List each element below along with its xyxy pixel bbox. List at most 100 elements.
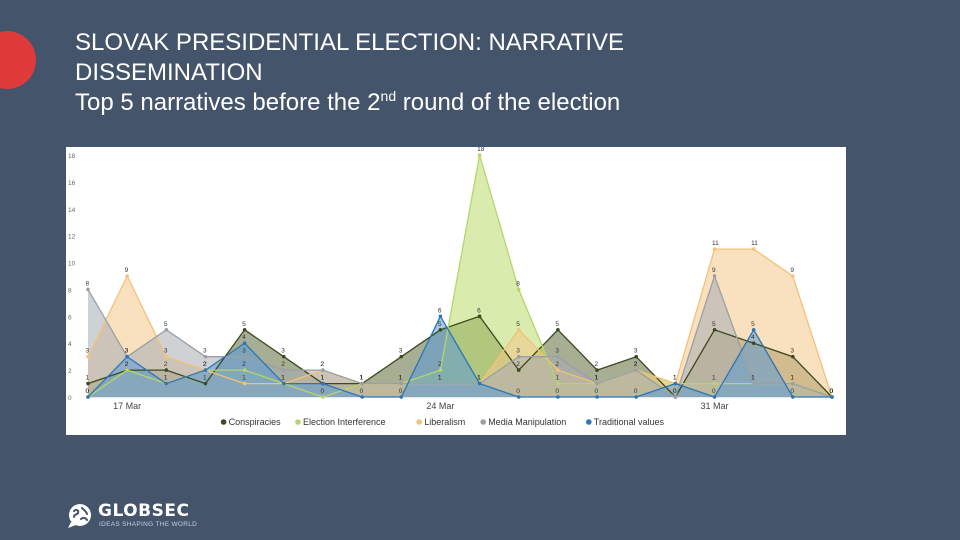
data-point [791,274,795,278]
data-point [321,381,325,386]
data-label: 2 [516,361,520,368]
data-point [634,395,639,399]
data-label: 1 [281,375,285,382]
legend-marker-3 [480,419,487,425]
data-point [751,247,756,251]
data-point [281,368,286,372]
data-label: 8 [86,280,90,287]
y-tick-label: 12 [68,234,76,241]
data-label: 2 [595,361,599,368]
series-line-1 [87,154,833,398]
data-label: 0 [673,388,677,395]
data-point [438,368,443,372]
data-point [203,381,208,386]
data-label: 1 [751,375,755,382]
data-label: 3 [164,348,168,355]
legend-label-0: Conspiracies [229,417,282,427]
logo-name: GLOBSEC [98,501,190,521]
data-point [242,368,247,372]
data-point [556,381,560,386]
data-label: 1 [360,375,364,382]
data-label: 1 [477,375,481,382]
data-point [281,381,286,386]
data-label: 0 [673,388,677,395]
data-label: 1 [399,375,403,382]
data-point [516,368,521,372]
slide-title: SLOVAK PRESIDENTIAL ELECTION: NARRATIVE … [75,28,875,118]
x-tick-label: 31 Mar [701,401,729,411]
data-label: 2 [634,361,638,368]
logo-tagline: IDEAS SHAPING THE WORLD [99,521,198,528]
data-label: 11 [712,240,719,247]
data-label: 3 [790,348,794,355]
data-label: 1 [203,375,207,382]
title-line-2: DISSEMINATION [75,59,263,86]
data-point [791,395,795,399]
data-label: 2 [242,361,246,368]
data-label: 0 [86,388,90,395]
legend-label-4: Traditional values [594,417,665,427]
data-label: 3 [242,348,246,355]
data-point [321,368,325,372]
title-line-3: Top 5 narratives before the 2nd round of… [75,88,875,118]
data-point [164,368,169,372]
data-label: 2 [203,361,207,368]
data-point [751,381,756,386]
data-point [673,395,678,399]
data-label: 1 [320,375,324,382]
data-point [399,381,404,386]
data-label: 0 [830,388,834,395]
data-point [595,395,599,399]
data-point [556,354,560,359]
data-point [242,354,247,359]
data-label: 0 [86,388,90,395]
data-label: 4 [751,334,755,341]
data-point [164,354,169,359]
data-label: 1 [477,375,481,382]
data-point [712,381,717,386]
accent-circle [0,31,36,89]
data-label: 5 [516,321,520,328]
data-point [516,354,521,359]
data-label: 1 [281,375,285,382]
data-point [360,381,364,386]
data-label: 1 [164,375,168,382]
data-label: 2 [203,361,207,368]
data-label: 6 [438,307,442,314]
legend-marker-1 [295,419,301,425]
data-label: 1 [360,375,364,382]
y-tick-label: 14 [68,207,76,214]
data-label: 1 [360,375,364,382]
data-label: 0 [830,388,834,395]
data-label: 1 [477,375,481,382]
y-tick-label: 6 [68,314,72,321]
data-point [556,368,560,372]
y-tick-label: 10 [68,261,76,268]
data-label: 1 [281,375,285,382]
data-label: 0 [595,388,599,395]
data-label: 9 [125,267,129,274]
data-label: 5 [242,321,246,328]
data-label: 1 [673,375,677,382]
series-line-0 [87,315,833,399]
data-point [164,327,169,332]
data-point [556,327,560,332]
data-label: 1 [595,375,599,382]
data-label: 2 [320,361,324,368]
data-label: 1 [751,375,755,382]
y-tick-label: 4 [68,341,72,348]
data-point [673,381,678,386]
series-area-1 [88,155,832,397]
data-label: 0 [399,388,403,395]
data-label: 0 [712,388,716,395]
data-label: 5 [555,321,559,328]
legend-marker-4 [586,419,592,425]
data-point [321,395,325,399]
data-point [242,341,247,346]
data-point [634,368,639,372]
data-label: 4 [242,334,246,341]
data-label: 2 [203,361,207,368]
data-label: 2 [320,361,324,368]
data-label: 6 [477,307,481,314]
data-label: 9 [712,267,716,274]
